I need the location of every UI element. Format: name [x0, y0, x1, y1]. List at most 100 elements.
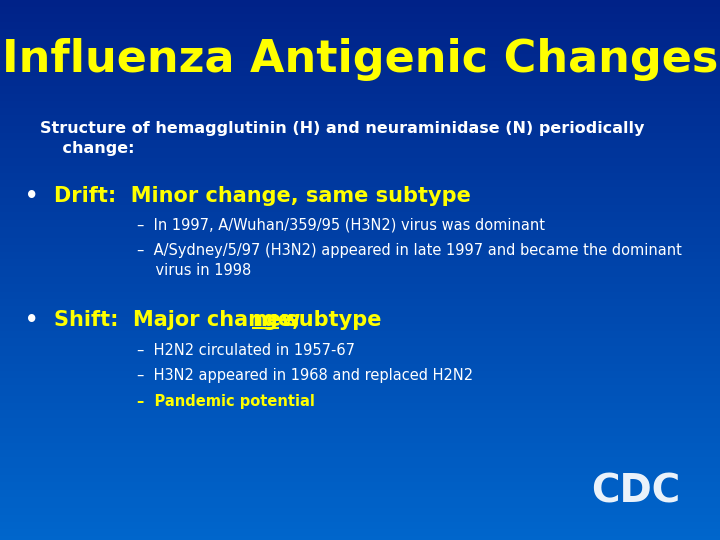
Bar: [0, 18, 720, 22]
Text: –  Pandemic potential: – Pandemic potential: [137, 394, 315, 409]
Bar: [0, 133, 720, 137]
Bar: [0, 403, 720, 407]
Bar: [0, 447, 720, 450]
Bar: [0, 339, 720, 342]
Bar: [0, 417, 720, 421]
Bar: [0, 169, 720, 173]
Bar: [0, 389, 720, 393]
Bar: [0, 29, 720, 32]
Bar: [0, 201, 720, 205]
Bar: [0, 115, 720, 119]
Bar: [0, 346, 720, 349]
Bar: [0, 241, 720, 245]
Bar: [0, 234, 720, 238]
Bar: [0, 259, 720, 263]
Bar: [0, 255, 720, 259]
Bar: [0, 324, 720, 328]
Bar: [0, 378, 720, 382]
Bar: [0, 414, 720, 417]
Bar: [0, 439, 720, 443]
Bar: [0, 227, 720, 231]
Bar: [0, 457, 720, 461]
Bar: [0, 123, 720, 126]
Text: Drift:  Minor change, same subtype: Drift: Minor change, same subtype: [54, 186, 471, 206]
Bar: [0, 482, 720, 486]
Bar: [0, 158, 720, 162]
Bar: [0, 205, 720, 209]
Bar: [0, 464, 720, 468]
Bar: [0, 331, 720, 335]
Bar: [0, 270, 720, 274]
Bar: [0, 486, 720, 490]
Bar: [0, 454, 720, 457]
Bar: [0, 342, 720, 346]
Bar: [0, 36, 720, 39]
Text: •: •: [25, 310, 39, 330]
Bar: [0, 313, 720, 317]
Text: Influenza Antigenic Changes: Influenza Antigenic Changes: [2, 38, 718, 81]
Bar: [0, 479, 720, 482]
Bar: [0, 86, 720, 90]
Text: CDC: CDC: [591, 472, 680, 510]
Bar: [0, 385, 720, 389]
Bar: [0, 490, 720, 493]
Bar: [0, 374, 720, 378]
Bar: [0, 443, 720, 447]
Bar: [0, 468, 720, 471]
Bar: [0, 328, 720, 331]
Bar: [0, 162, 720, 166]
Bar: [0, 299, 720, 302]
Bar: [0, 15, 720, 18]
Bar: [0, 11, 720, 15]
Bar: [0, 72, 720, 76]
Bar: [0, 97, 720, 101]
Bar: [0, 126, 720, 130]
Bar: [0, 371, 720, 374]
Bar: [0, 245, 720, 248]
Bar: [0, 43, 720, 47]
Bar: [0, 184, 720, 187]
Bar: [0, 285, 720, 288]
Bar: [0, 363, 720, 367]
Bar: [0, 367, 720, 371]
Bar: [0, 104, 720, 108]
Bar: [0, 529, 720, 533]
Bar: [0, 295, 720, 299]
Bar: [0, 108, 720, 112]
Bar: [0, 450, 720, 454]
Bar: [0, 119, 720, 123]
Text: –  In 1997, A/Wuhan/359/95 (H3N2) virus was dominant: – In 1997, A/Wuhan/359/95 (H3N2) virus w…: [137, 218, 545, 233]
Bar: [0, 223, 720, 227]
Bar: [0, 309, 720, 313]
Bar: [0, 292, 720, 295]
Bar: [0, 47, 720, 50]
Bar: [0, 216, 720, 220]
Bar: [0, 461, 720, 464]
Bar: [0, 396, 720, 400]
Bar: [0, 511, 720, 515]
Bar: [0, 320, 720, 324]
Bar: [0, 400, 720, 403]
Bar: [0, 54, 720, 58]
Bar: [0, 130, 720, 133]
Bar: [0, 317, 720, 320]
Bar: [0, 50, 720, 54]
Bar: [0, 22, 720, 25]
Bar: [0, 497, 720, 501]
Bar: [0, 90, 720, 93]
Bar: [0, 410, 720, 414]
Bar: [0, 382, 720, 385]
Bar: [0, 231, 720, 234]
Bar: [0, 518, 720, 522]
Bar: [0, 140, 720, 144]
Bar: [0, 194, 720, 198]
Bar: [0, 425, 720, 428]
Bar: [0, 356, 720, 360]
Bar: [0, 288, 720, 292]
Text: subtype: subtype: [279, 310, 382, 330]
Bar: [0, 220, 720, 223]
Bar: [0, 421, 720, 425]
Bar: [0, 7, 720, 11]
Bar: [0, 93, 720, 97]
Bar: [0, 407, 720, 410]
